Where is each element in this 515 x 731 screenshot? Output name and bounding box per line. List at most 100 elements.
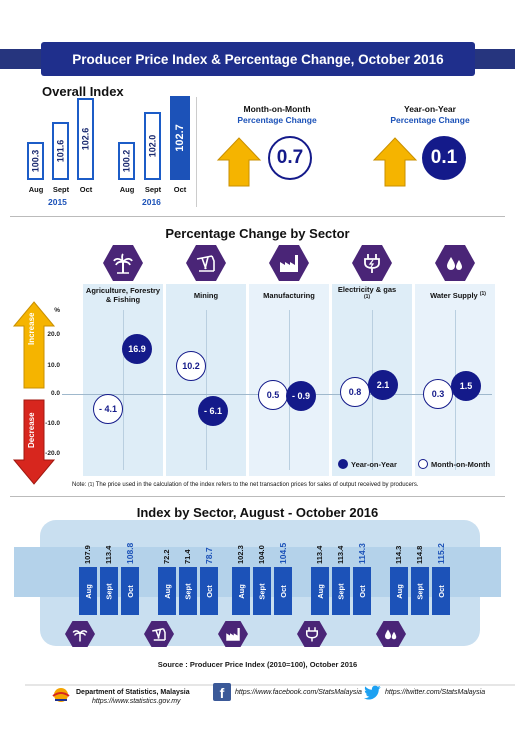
index-bar-4-aug: Aug <box>311 567 329 615</box>
month-label: Sept <box>415 582 425 600</box>
month-label: Oct <box>278 584 288 598</box>
month-label: Sept <box>257 582 267 600</box>
legend-mom-label: Month-on-Month <box>431 460 491 469</box>
month-label: Oct <box>125 584 135 598</box>
index-bar-1-sept: Sept <box>100 567 118 615</box>
overall-index-title: Overall Index <box>42 84 124 99</box>
bubble-mom-agriculture: - 4.1 <box>93 394 123 424</box>
sector-label-agriculture: Agriculture, Forestry & Fishing <box>85 286 161 304</box>
index-bar-4-sept: Sept <box>332 567 350 615</box>
increase-label: Increase <box>27 312 36 345</box>
index-value-label: 113.4 <box>104 545 113 564</box>
water-drops-icon <box>435 245 475 281</box>
index-bar-3-sept: Sept <box>253 567 271 615</box>
sector-label-manufacturing: Manufacturing <box>263 291 315 300</box>
month-label: Oct <box>436 584 446 598</box>
index-bar-2-oct: Oct <box>200 567 218 615</box>
oil-pump-icon <box>186 245 226 281</box>
index-value-label: 71.4 <box>183 549 192 564</box>
yoy-value-circle: 0.1 <box>422 136 466 180</box>
overall-bar-2015-sept: 101.6 <box>52 122 69 180</box>
overall-bar-2016-sept: 102.0 <box>144 112 161 180</box>
overall-bar-2015-aug: 100.3 <box>27 142 44 180</box>
footnote: Note: (1) The price used in the calculat… <box>72 482 419 488</box>
dosm-logo-icon <box>52 688 70 702</box>
index-value-label: 108.8 <box>125 542 135 564</box>
sector-label-electricity: Electricity & gas (1) <box>337 285 397 300</box>
column-guide <box>123 310 124 470</box>
divider <box>10 496 505 497</box>
mom-value-circle: 0.7 <box>268 136 312 180</box>
year-label-2015: 2015 <box>48 197 67 207</box>
up-arrow-icon <box>372 137 418 187</box>
facebook-link[interactable]: https://www.facebook.com/StatsMalaysia <box>235 689 362 696</box>
legend-yoy-label: Year-on-Year <box>351 460 397 469</box>
index-bar-2-sept: Sept <box>179 567 197 615</box>
bubble-mom-water: 0.3 <box>423 379 453 409</box>
index-bar-2-aug: Aug <box>158 567 176 615</box>
index-value-label: 104.5 <box>278 542 288 564</box>
page-title: Producer Price Index & Percentage Change… <box>41 42 475 76</box>
month-label: Aug <box>162 583 172 599</box>
index-by-sector-title: Index by Sector, August - October 2016 <box>136 505 379 520</box>
axis-tick: 10.0 <box>47 362 60 369</box>
factory-icon <box>269 245 309 281</box>
index-value-label: 113.4 <box>315 545 324 564</box>
index-bar-5-sept: Sept <box>411 567 429 615</box>
bubble-yoy-water: 1.5 <box>451 371 481 401</box>
index-bar-1-oct: Oct <box>121 567 139 615</box>
department-url[interactable]: https://www.statistics.gov.my <box>92 698 181 705</box>
axis-unit: % <box>54 307 60 314</box>
month-label: Sept <box>104 582 114 600</box>
month-label: Aug <box>119 185 135 194</box>
month-label: Oct <box>79 185 93 194</box>
increase-arrow-icon <box>12 301 56 389</box>
index-bar-3-oct: Oct <box>274 567 292 615</box>
divider <box>10 216 505 217</box>
plug-icon <box>352 245 392 281</box>
sector-label-water: Water Supply (1) <box>430 291 486 300</box>
twitter-icon[interactable] <box>364 684 382 700</box>
legend-yoy-swatch <box>338 459 348 469</box>
decrease-label: Decrease <box>27 412 36 448</box>
bubble-mom-mining: 10.2 <box>176 351 206 381</box>
bubble-mom-electricity: 0.8 <box>340 377 370 407</box>
twitter-link[interactable]: https://twitter.com/StatsMalaysia <box>385 689 486 696</box>
month-label: Oct <box>204 584 214 598</box>
month-label: Sept <box>183 582 193 600</box>
index-value-label: 78.7 <box>204 547 214 564</box>
yoy-subtitle: Percentage Change <box>390 115 470 125</box>
index-value-label: 115.2 <box>436 543 446 564</box>
axis-tick: 0.0 <box>50 390 60 397</box>
divider <box>196 97 197 207</box>
index-value-label: 113.4 <box>336 545 345 564</box>
mom-subtitle: Percentage Change <box>237 115 317 125</box>
sector-label-mining: Mining <box>193 291 219 300</box>
bubble-yoy-electricity: 2.1 <box>368 370 398 400</box>
month-label: Sept <box>336 582 346 600</box>
index-value-label: 102.3 <box>236 545 245 564</box>
month-label: Aug <box>236 583 246 599</box>
column-guide <box>206 310 207 470</box>
index-value-label: 114.3 <box>394 545 403 564</box>
bubble-mom-manufacturing: 0.5 <box>258 380 288 410</box>
overall-bar-2016-oct: 102.7 <box>170 96 190 180</box>
month-label: Sept <box>144 185 162 194</box>
legend-mom-swatch <box>418 459 428 469</box>
facebook-icon[interactable]: f <box>213 683 231 701</box>
divider <box>25 684 515 686</box>
bubble-yoy-manufacturing: - 0.9 <box>286 381 316 411</box>
department-name: Department of Statistics, Malaysia <box>76 689 190 696</box>
index-bar-1-aug: Aug <box>79 567 97 615</box>
index-value-label: 107.9 <box>83 545 92 564</box>
axis-tick: 20.0 <box>47 331 60 338</box>
index-value-label: 104.0 <box>257 545 266 564</box>
bubble-yoy-agriculture: 16.9 <box>122 334 152 364</box>
source-text: Source : Producer Price Index (2010=100)… <box>157 660 358 669</box>
overall-bar-2015-oct: 102.6 <box>77 98 94 180</box>
year-label-2016: 2016 <box>142 197 161 207</box>
overall-bar-2016-aug: 100.2 <box>118 142 135 180</box>
month-label: Aug <box>83 583 93 599</box>
index-value-label: 114.8 <box>415 545 424 564</box>
axis-tick: -20.0 <box>45 450 60 457</box>
